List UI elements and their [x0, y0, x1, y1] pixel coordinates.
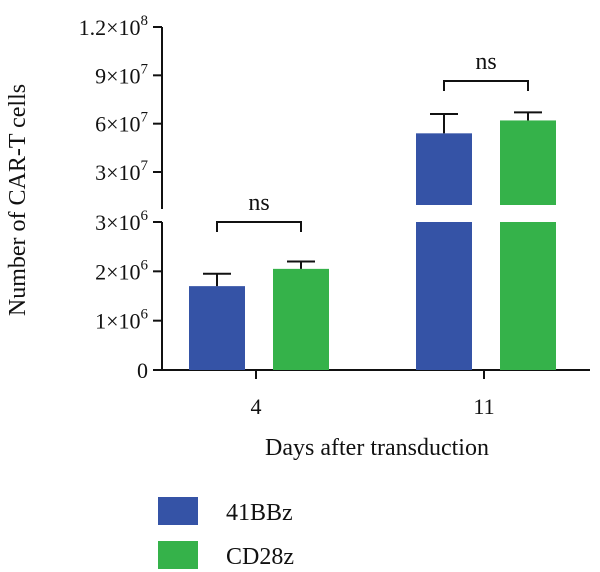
- significance-label: ns: [248, 190, 269, 216]
- y-tick-label: 9×107: [95, 61, 148, 88]
- significance-annotations: ns ns: [216, 49, 529, 232]
- legend: 41BBz CD28z: [158, 497, 294, 570]
- y-tick-label: 3×106: [95, 208, 148, 235]
- y-axis: 0 1×106 2×106 3×106 3×107 6×107 9×107 1.2×108: [79, 13, 163, 383]
- bar-lower-part: [500, 222, 556, 370]
- legend-swatch: [158, 541, 198, 569]
- legend-label: 41BBz: [226, 500, 293, 526]
- y-tick-label: 3×107: [95, 158, 148, 185]
- x-tick-label: 11: [473, 394, 494, 419]
- y-axis-title: Number of CAR-T cells: [5, 84, 31, 316]
- y-tick-label: 1.2×108: [79, 13, 148, 40]
- bars: [189, 111, 556, 370]
- bar: [273, 268, 329, 370]
- bar: [189, 286, 245, 370]
- x-axis-title: Days after transduction: [265, 435, 489, 461]
- significance-bracket: [443, 80, 529, 91]
- bar: [500, 120, 556, 205]
- significance-label: ns: [475, 49, 496, 75]
- bar: [416, 133, 472, 205]
- bar-lower-part: [416, 222, 472, 370]
- y-tick-label: 2×106: [95, 257, 148, 284]
- significance-bracket: [216, 221, 302, 232]
- legend-label: CD28z: [226, 544, 294, 570]
- x-axis: 4 11: [162, 369, 590, 419]
- y-tick-label: 0: [137, 358, 148, 383]
- y-tick-label: 6×107: [95, 110, 148, 137]
- x-tick-label: 4: [251, 394, 262, 419]
- legend-swatch: [158, 497, 198, 525]
- y-tick-label: 1×106: [95, 307, 148, 334]
